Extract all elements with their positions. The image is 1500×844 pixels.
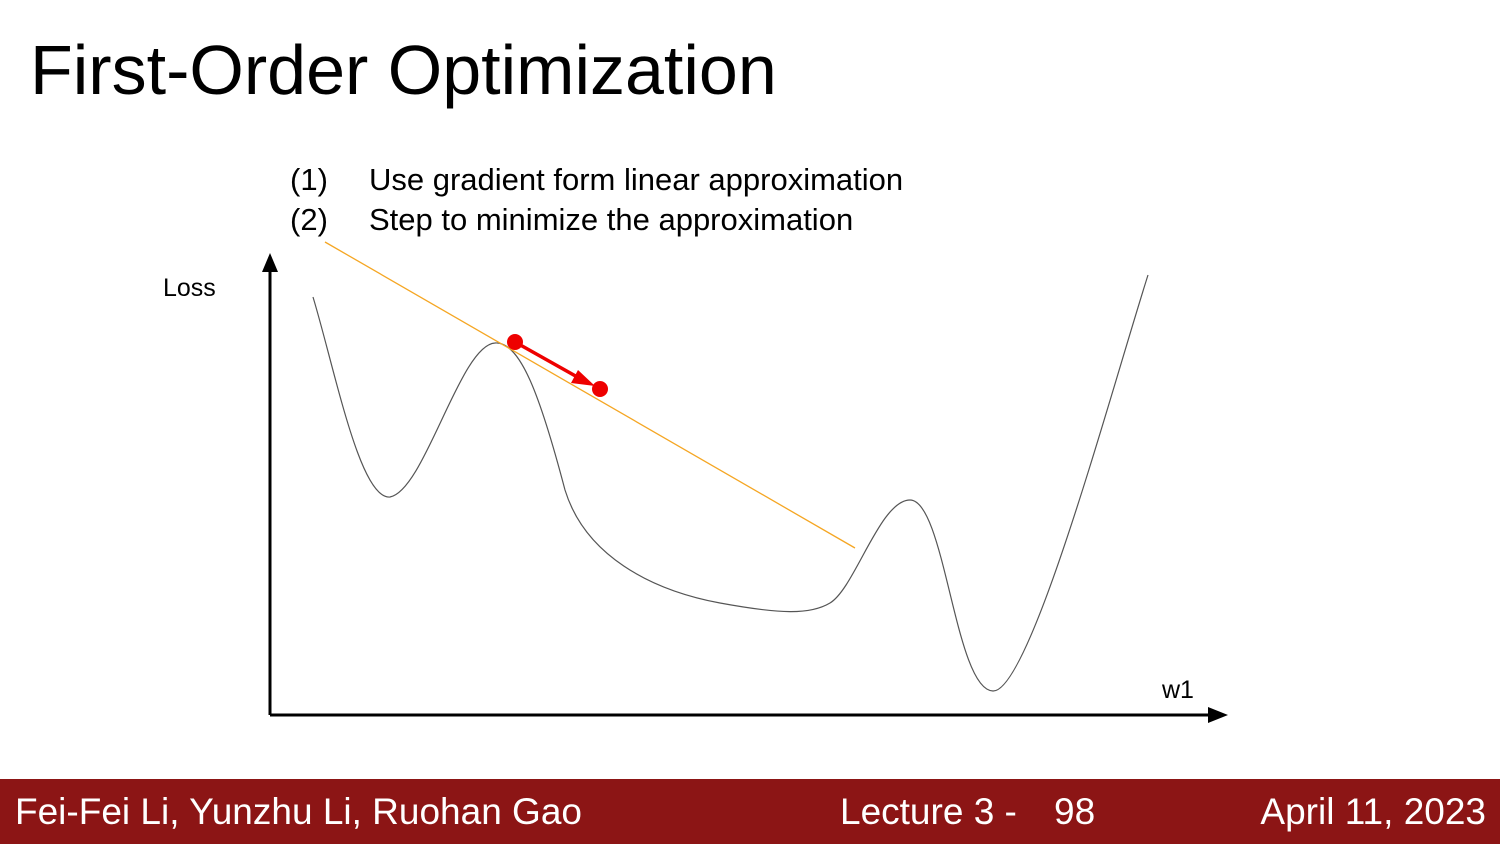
step-text: Use gradient form linear approximation [369, 162, 904, 197]
gradient-step-arrowhead [571, 370, 595, 386]
step-item: (1) Use gradient form linear approximati… [290, 160, 903, 200]
steps-list: (1) Use gradient form linear approximati… [290, 160, 903, 240]
footer-bar: Fei-Fei Li, Yunzhu Li, Ruohan Gao Lectur… [0, 779, 1500, 844]
y-axis-label: Loss [163, 274, 216, 302]
end-point [592, 381, 608, 397]
step-number: (1) [290, 162, 328, 197]
step-item: (2) Step to minimize the approximation [290, 200, 903, 240]
footer-date: April 11, 2023 [1260, 791, 1486, 832]
x-axis-arrowhead [1208, 707, 1228, 723]
start-point [507, 334, 523, 350]
tangent-line [324, 241, 856, 549]
footer-authors: Fei-Fei Li, Yunzhu Li, Ruohan Gao [15, 791, 582, 832]
y-axis-arrowhead [262, 253, 278, 272]
footer-lecture: Lecture 3 - [840, 791, 1017, 832]
x-axis-label: w1 [1161, 676, 1194, 704]
slide-title: First-Order Optimization [30, 31, 777, 109]
loss-landscape-diagram: Loss w1 [163, 241, 1228, 723]
footer-page-number: 98 [1054, 791, 1096, 832]
step-text: Step to minimize the approximation [369, 202, 854, 237]
step-number: (2) [290, 202, 328, 237]
loss-curve [312, 274, 1149, 692]
